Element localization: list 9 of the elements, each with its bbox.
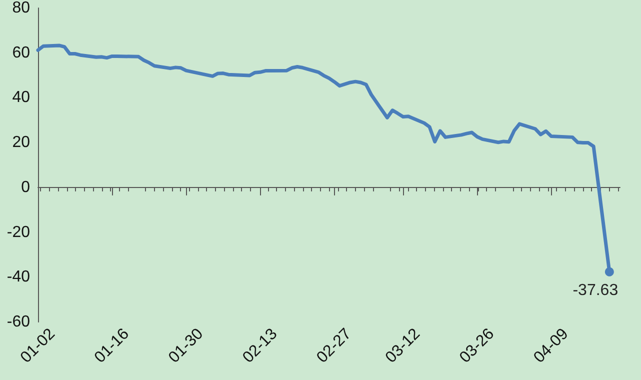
y-tick-label: -60: [6, 314, 30, 330]
y-tick-label: 40: [12, 89, 30, 106]
y-tick-label: 60: [12, 44, 30, 62]
y-tick-label: 0: [21, 178, 30, 196]
y-tick-label: 20: [12, 134, 30, 152]
data-label: -37.63: [572, 282, 618, 299]
y-tick-label: 80: [12, 0, 30, 16]
y-tick-label: -40: [6, 268, 30, 286]
y-tick-label: -20: [6, 224, 30, 241]
